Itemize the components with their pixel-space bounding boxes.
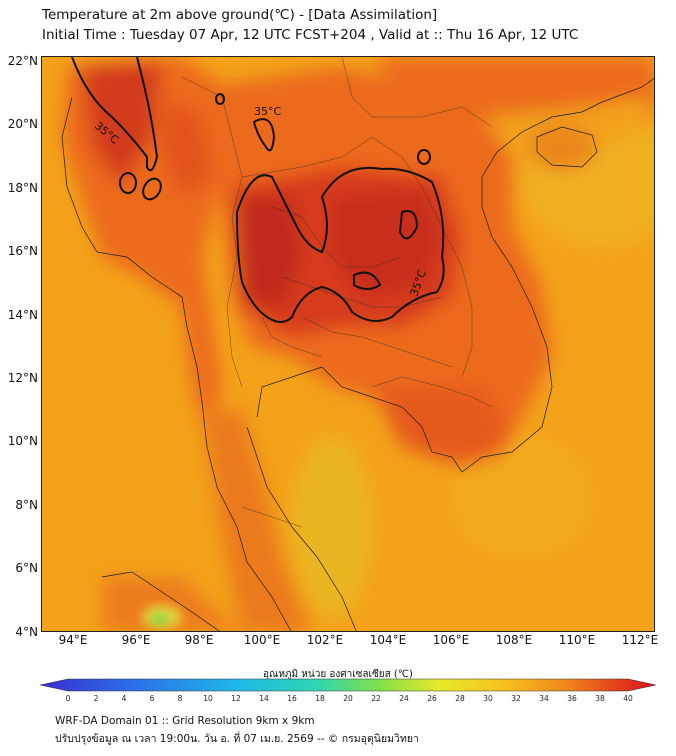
lat-label: 16°N	[7, 244, 38, 258]
lat-label: 22°N	[7, 54, 38, 68]
lat-label: 20°N	[7, 117, 38, 131]
colorbar-tick-label: 40	[623, 694, 633, 703]
colorbar-tick-label: 6	[150, 694, 155, 703]
colorbar-gradient	[40, 678, 656, 692]
colorbar: 0 2 4 6 8 10 12 14 16 18 20 22 24 26 28 30 32 34 36 38 40	[40, 678, 656, 703]
lon-label: 94°E	[58, 633, 88, 647]
contour-label-35c-b: 35°C	[254, 105, 281, 118]
lon-label: 108°E	[495, 633, 533, 647]
province-borders	[181, 57, 493, 528]
colorbar-tick-label: 32	[511, 694, 521, 703]
colorbar-tick-label: 12	[231, 694, 241, 703]
lon-label: 112°E	[621, 633, 659, 647]
map-title: Temperature at 2m above ground(℃) - [Dat…	[42, 7, 438, 23]
lon-label: 100°E	[243, 633, 281, 647]
colorbar-tick-label: 14	[259, 694, 269, 703]
lat-label: 18°N	[7, 181, 38, 195]
footer-update-info: ปรับปรุงข้อมูล ณ เวลา 19:00น. วัน อ. ที่…	[55, 733, 419, 745]
temperature-map: 35°C 35°C 35°C	[41, 56, 655, 632]
colorbar-tick-label: 24	[399, 694, 409, 703]
colorbar-tick-label: 26	[427, 694, 437, 703]
lon-label: 104°E	[369, 633, 407, 647]
colorbar-tick-label: 18	[315, 694, 325, 703]
footer-model-info: WRF-DA Domain 01 :: Grid Resolution 9km …	[55, 715, 315, 727]
lon-label: 98°E	[184, 633, 214, 647]
colorbar-tick-label: 0	[66, 694, 71, 703]
lon-label: 96°E	[121, 633, 151, 647]
lat-label: 12°N	[7, 371, 38, 385]
colorbar-tick-label: 28	[455, 694, 465, 703]
coastlines	[61, 77, 654, 631]
lon-label: 110°E	[558, 633, 596, 647]
lat-label: 14°N	[7, 308, 38, 322]
colorbar-tick-label: 2	[94, 694, 99, 703]
colorbar-tick-label: 30	[483, 694, 493, 703]
colorbar-title: อุณหภูมิ หน่วย องศาเซลเซียส (℃)	[263, 669, 413, 680]
colorbar-tick-label: 8	[178, 694, 183, 703]
lon-label: 102°E	[306, 633, 344, 647]
colorbar-tick-label: 34	[539, 694, 549, 703]
colorbar-tick-label: 22	[371, 694, 381, 703]
colorbar-tick-label: 20	[343, 694, 353, 703]
colorbar-tick-label: 38	[595, 694, 605, 703]
map-subtitle: Initial Time : Tuesday 07 Apr, 12 UTC FC…	[42, 27, 579, 43]
colorbar-ticks: 0 2 4 6 8 10 12 14 16 18 20 22 24 26 28 30 32 34 36 38 40	[66, 694, 633, 703]
isotherm-35c	[71, 57, 445, 323]
colorbar-tick-label: 16	[287, 694, 297, 703]
lat-label: 10°N	[7, 434, 38, 448]
lat-label: 8°N	[15, 498, 38, 512]
lat-label: 4°N	[15, 625, 38, 639]
colorbar-tick-label: 36	[567, 694, 577, 703]
colorbar-tick-label: 10	[203, 694, 213, 703]
colorbar-tick-label: 4	[122, 694, 127, 703]
lon-label: 106°E	[432, 633, 470, 647]
lat-label: 6°N	[15, 561, 38, 575]
temperature-field	[62, 57, 654, 631]
